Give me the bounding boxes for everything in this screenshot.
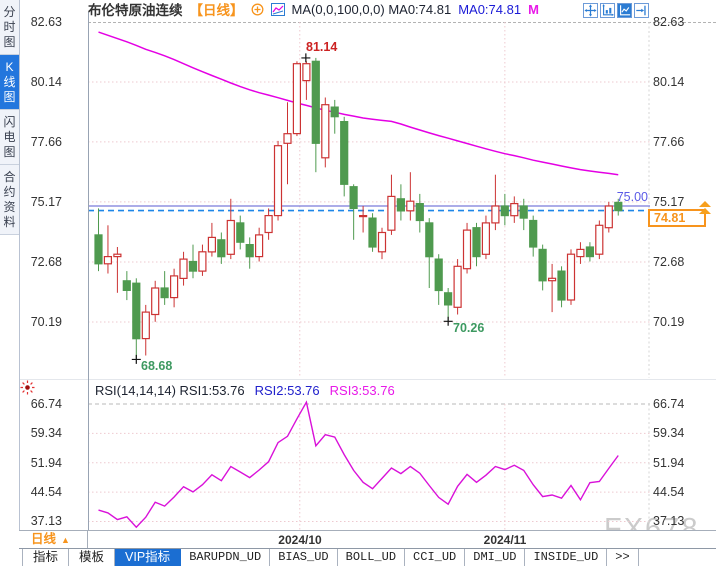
ma-value-label: MA0:74.81: [458, 1, 522, 17]
tab-BOLL_UD[interactable]: BOLL_UD: [338, 549, 406, 566]
tab-VIP指标[interactable]: VIP指标: [115, 549, 182, 566]
plot-left-border: [88, 12, 89, 530]
ma-indicator-icon[interactable]: [270, 2, 285, 16]
y-axis-label: 66.74: [653, 397, 685, 411]
tab->>[interactable]: >>: [607, 549, 639, 566]
y-axis-label: 59.34: [30, 426, 62, 441]
add-indicator-icon[interactable]: [251, 3, 264, 16]
tab-BIAS_UD[interactable]: BIAS_UD: [270, 549, 338, 566]
tab-CCI_UD[interactable]: CCI_UD: [405, 549, 466, 566]
last-price-tag: 74.81: [648, 209, 706, 227]
candlestick-chart[interactable]: [88, 14, 650, 378]
rsi-settings-sun-icon[interactable]: [20, 380, 35, 395]
y-axis-label: 72.68: [653, 254, 685, 269]
y-axis-label: 82.63: [30, 15, 62, 29]
sidebar-item-闪电图[interactable]: 闪 电 图: [0, 110, 19, 165]
period-selector[interactable]: 日线 ▲: [19, 531, 88, 548]
y-axis-label: 70.19: [653, 314, 685, 329]
rsi-legend-3: RSI3:53.76: [329, 383, 395, 398]
y-axis-label: 75.17: [653, 194, 685, 209]
y-axis-label: 80.14: [653, 75, 685, 90]
panel-divider: [19, 379, 716, 380]
y-axis-label: 51.94: [30, 455, 62, 470]
top-gridline: [88, 22, 716, 23]
low-price-annotation: 70.26: [453, 321, 485, 335]
tabbar-spacer: [19, 549, 23, 566]
y-axis-label: 72.68: [30, 254, 62, 269]
pan-icon[interactable]: [583, 3, 598, 18]
y-axis-label: 77.66: [653, 134, 685, 149]
low-price-annotation: 68.68: [141, 359, 173, 373]
tab-DMI_UD[interactable]: DMI_UD: [465, 549, 526, 566]
y-axis-label: 82.63: [653, 15, 685, 29]
high-price-annotation: 81.14: [306, 40, 338, 54]
y-axis-label: 66.74: [30, 397, 62, 411]
rsi-legend: RSI(14,14,14) RSI1:53.76 RSI2:53.76 RSI3…: [95, 383, 395, 398]
chart-header: 布伦特原油连续 【日线】 MA(0,0,100,0,0) MA0:74.81 M…: [88, 0, 539, 19]
ma-series-label: M: [528, 1, 539, 17]
y-axis-label: 37.13: [653, 514, 685, 529]
resistance-line-label: 75.00: [616, 190, 648, 204]
rsi-legend-main: RSI(14,14,14) RSI1:53.76: [95, 383, 245, 398]
axis-zoom-icon[interactable]: [600, 3, 615, 18]
y-axis-label: 44.54: [30, 485, 62, 500]
y-axis-label: 37.13: [30, 514, 62, 529]
rsi-chart[interactable]: [88, 398, 650, 530]
y-axis-label: 70.19: [30, 314, 62, 329]
sidebar-item-K线图[interactable]: K 线 图: [0, 55, 19, 110]
tab-指标[interactable]: 指标: [23, 549, 70, 566]
period-tag: 【日线】: [189, 3, 244, 18]
triangle-up-icon: ▲: [61, 535, 70, 545]
y-axis-label: 75.17: [30, 194, 62, 209]
y-axis-label: 44.54: [653, 485, 685, 500]
ma-settings-label: MA(0,0,100,0,0) MA0:74.81: [291, 1, 452, 17]
y-axis-label: 51.94: [653, 455, 685, 470]
tab-模板[interactable]: 模板: [69, 549, 116, 566]
time-axis-strip: 日线 ▲ 2024/10 2024/11: [19, 530, 716, 548]
period-selector-label: 日线: [31, 532, 57, 546]
sidebar-item-分时图[interactable]: 分 时 图: [0, 0, 19, 55]
rsi-legend-2: RSI2:53.76: [254, 383, 320, 398]
x-axis-label: 2024/10: [278, 533, 322, 547]
tab-BARUPDN_UD[interactable]: BARUPDN_UD: [181, 549, 271, 566]
sidebar-item-合约资料[interactable]: 合 约 资 料: [0, 165, 19, 235]
x-axis-label: 2024/11: [483, 533, 527, 547]
chart-toolbar: [583, 3, 649, 18]
indicator-tab-bar: 指标 模板 VIP指标 BARUPDN_UD BIAS_UD BOLL_UD CCI_UD D…: [19, 548, 716, 566]
axis-scale-icon[interactable]: [617, 3, 632, 18]
y-axis-label: 80.14: [30, 75, 62, 90]
scroll-latest-marker-icon[interactable]: [699, 201, 712, 216]
jump-latest-icon[interactable]: [634, 3, 649, 18]
instrument-title: 布伦特原油连续: [88, 3, 183, 18]
y-axis-label: 77.66: [30, 134, 62, 149]
y-axis-label: 59.34: [653, 426, 685, 441]
tab-INSIDE_UD[interactable]: INSIDE_UD: [525, 549, 608, 566]
